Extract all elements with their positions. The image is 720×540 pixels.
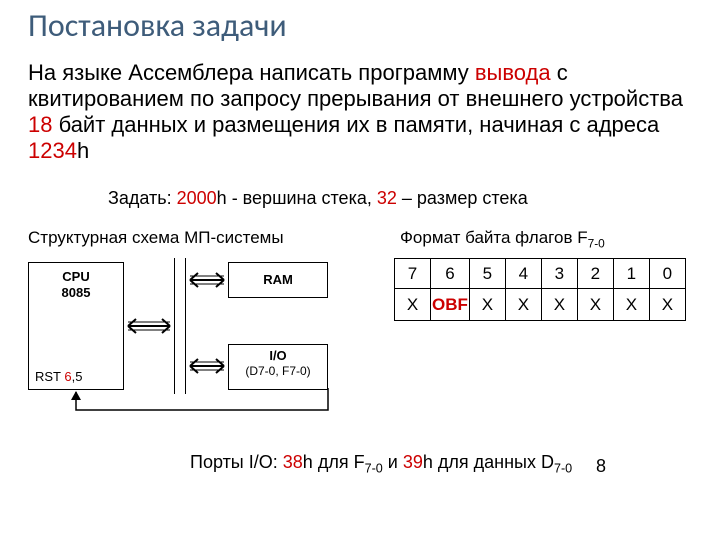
bit-cell: 3 (541, 259, 577, 289)
ports-mid: для данных D (433, 452, 554, 472)
stack-size: 32 (377, 188, 397, 208)
arrow-bus-ram (186, 268, 228, 292)
table-row: 7 6 5 4 3 2 1 0 (395, 259, 686, 289)
stack-h: h (217, 188, 227, 208)
task-text: На языке Ассемблера написать программу (28, 60, 475, 85)
rst-post: ,5 (72, 369, 83, 384)
ports-mid: для F (313, 452, 365, 472)
io-line2: (D7-0, F7-0) (229, 364, 327, 378)
page-title: Постановка задачи (28, 6, 287, 45)
bit-cell: 1 (613, 259, 649, 289)
mp-diagram: CPU 8085 RST 6,5 RAM I/O (D7-0, F7-0) (28, 258, 368, 428)
val-cell: X (395, 289, 431, 321)
bit-cell: 4 (505, 259, 541, 289)
ports-h: h (303, 452, 313, 472)
task-bytes: 18 (28, 112, 52, 137)
bit-cell: 2 (577, 259, 613, 289)
ports-sub: 7-0 (365, 462, 383, 476)
arrow-bus-io (186, 354, 228, 378)
bit-cell: 7 (395, 259, 431, 289)
stack-mid: - вершина стека, (227, 188, 377, 208)
task-output-word: вывода (475, 60, 551, 85)
ports-pre: Порты I/O: (190, 452, 283, 472)
bit-cell: 5 (469, 259, 505, 289)
stack-top: 2000 (177, 188, 217, 208)
ports-h: h (423, 452, 433, 472)
ports-p2: 39 (403, 452, 423, 472)
scheme-label: Структурная схема МП-системы (28, 228, 284, 248)
val-cell: X (505, 289, 541, 321)
ports-line: Порты I/O: 38h для F7-0 и 39h для данных… (190, 452, 610, 477)
cpu-block: CPU 8085 RST 6,5 (28, 262, 124, 390)
ports-sub: 7-0 (554, 462, 572, 476)
task-addr: 1234 (28, 138, 77, 163)
val-cell: X (613, 289, 649, 321)
io-line1: I/O (269, 348, 286, 363)
flags-label-sub: 7-0 (588, 236, 605, 250)
val-cell: X (577, 289, 613, 321)
stack-post: – размер стека (397, 188, 528, 208)
bus-vertical (174, 258, 186, 394)
page-number: 8 (596, 456, 606, 477)
val-cell: X (649, 289, 685, 321)
rst-pre: RST (35, 369, 64, 384)
flags-label-pre: Формат байта флагов F (400, 228, 588, 247)
ports-mid: и (383, 452, 403, 472)
io-block: I/O (D7-0, F7-0) (228, 344, 328, 390)
stack-line: Задать: 2000h - вершина стека, 32 – разм… (108, 188, 528, 209)
ram-block: RAM (228, 262, 328, 298)
stack-pre: Задать: (108, 188, 177, 208)
cpu-line2: 8085 (62, 285, 91, 300)
feedback-line (68, 388, 338, 418)
bit-cell: 0 (649, 259, 685, 289)
arrow-cpu-bus (124, 314, 174, 338)
flags-label: Формат байта флагов F7-0 (400, 228, 605, 250)
rst-label: RST 6,5 (35, 369, 82, 385)
table-row: X OBF X X X X X X (395, 289, 686, 321)
task-h: h (77, 138, 89, 163)
bit-cell: 6 (431, 259, 470, 289)
task-paragraph: На языке Ассемблера написать программу в… (28, 60, 688, 164)
task-text: байт данных и размещения их в памяти, на… (52, 112, 659, 137)
ports-p1: 38 (283, 452, 303, 472)
cpu-line1: CPU (62, 269, 89, 284)
val-cell-obf: OBF (431, 289, 470, 321)
val-cell: X (469, 289, 505, 321)
val-cell: X (541, 289, 577, 321)
flags-table: 7 6 5 4 3 2 1 0 X OBF X X X X X X (394, 258, 686, 321)
rst-num: 6 (64, 369, 71, 384)
